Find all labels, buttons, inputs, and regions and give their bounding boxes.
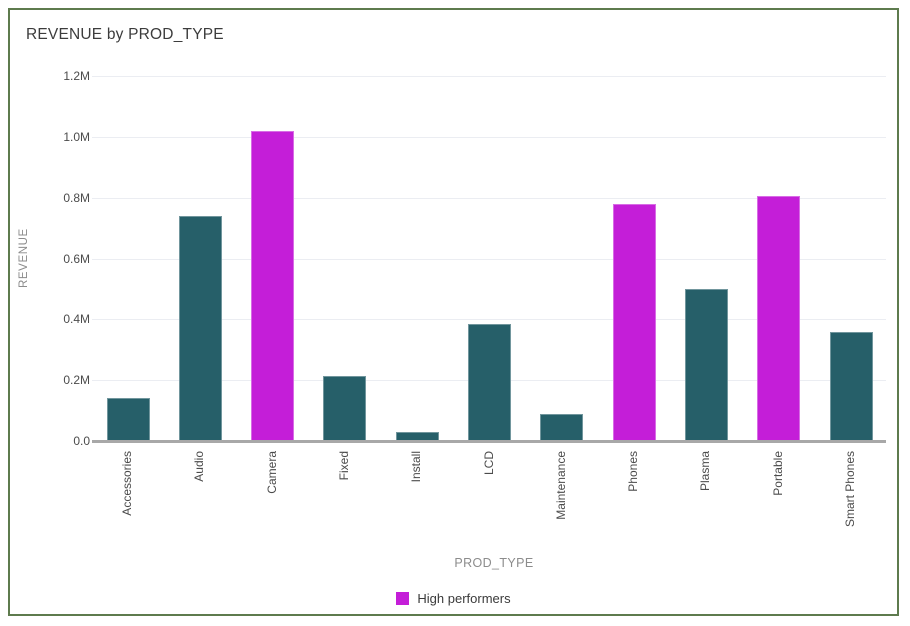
x-tick-label: Phones — [626, 451, 641, 492]
y-tick-label: 0.4M — [63, 312, 90, 327]
y-tick-label: 1.0M — [63, 129, 90, 144]
x-tick-label: Plasma — [698, 451, 713, 492]
plot-area — [92, 76, 886, 443]
gridline — [92, 197, 886, 199]
x-tick-label: LCD — [481, 451, 496, 476]
gridline — [92, 136, 886, 138]
chart-title: REVENUE by PROD_TYPE — [26, 26, 224, 43]
y-tick-label: 0.2M — [63, 373, 90, 388]
bar[interactable] — [468, 323, 511, 441]
bar[interactable] — [106, 398, 150, 441]
legend-swatch-high-performers[interactable] — [396, 592, 410, 605]
bar[interactable] — [323, 375, 367, 441]
bar[interactable] — [829, 331, 873, 441]
x-tick-label: Portable — [770, 451, 785, 496]
x-tick-label: Install — [409, 451, 424, 483]
bar[interactable] — [757, 196, 801, 441]
bar[interactable] — [612, 203, 656, 441]
y-axis-title: REVENUE — [18, 228, 30, 289]
y-tick-label: 0.8M — [63, 190, 90, 205]
x-tick-label: Audio — [192, 451, 207, 482]
gridline — [92, 76, 886, 77]
x-tick-label: Accessories — [120, 451, 134, 516]
x-axis-title: PROD_TYPE — [454, 556, 534, 570]
x-tick-label: Fixed — [336, 451, 351, 481]
bar[interactable] — [251, 130, 295, 441]
legend: High performers — [10, 591, 897, 606]
gridline — [92, 319, 886, 321]
x-axis-line — [92, 440, 886, 443]
legend-label-high-performers[interactable]: High performers — [417, 591, 511, 606]
gridline — [92, 258, 886, 260]
x-tick-label: Smart Phones — [843, 451, 857, 528]
bar[interactable] — [684, 288, 728, 441]
bar[interactable] — [395, 431, 439, 441]
y-tick-label: 1.2M — [63, 69, 90, 83]
x-tick-label: Camera — [264, 451, 279, 494]
y-tick-label: 0.0 — [73, 434, 90, 448]
chart-card: REVENUE by PROD_TYPE REVENUE 1.2M 1.0M 0.8… — [8, 8, 899, 616]
y-tick-label: 0.6M — [63, 251, 90, 266]
bar[interactable] — [540, 413, 584, 441]
bar[interactable] — [178, 215, 222, 441]
x-tick-label: Maintenance — [553, 451, 568, 520]
